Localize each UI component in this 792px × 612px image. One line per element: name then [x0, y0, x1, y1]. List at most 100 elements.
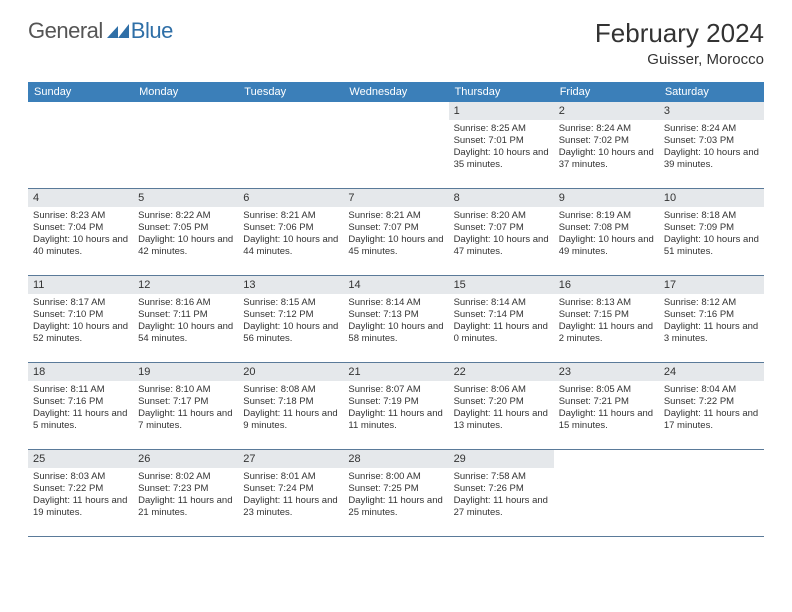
day-number: 2: [554, 102, 659, 120]
location-label: Guisser, Morocco: [595, 51, 764, 68]
sunrise-text: Sunrise: 8:10 AM: [138, 384, 233, 396]
calendar-week-row: 25Sunrise: 8:03 AMSunset: 7:22 PMDayligh…: [28, 450, 764, 537]
sunrise-text: Sunrise: 8:23 AM: [33, 210, 128, 222]
daylight-text: Daylight: 11 hours and 21 minutes.: [138, 495, 233, 519]
sunrise-text: Sunrise: 8:24 AM: [664, 123, 759, 135]
sunset-text: Sunset: 7:12 PM: [243, 309, 338, 321]
calendar-day-cell: 1Sunrise: 8:25 AMSunset: 7:01 PMDaylight…: [449, 102, 554, 188]
weekday-header: Thursday: [449, 82, 554, 102]
weekday-header: Monday: [133, 82, 238, 102]
daylight-text: Daylight: 10 hours and 47 minutes.: [454, 234, 549, 258]
sunset-text: Sunset: 7:05 PM: [138, 222, 233, 234]
day-details: Sunrise: 8:17 AMSunset: 7:10 PMDaylight:…: [28, 294, 133, 349]
calendar-day-cell: 13Sunrise: 8:15 AMSunset: 7:12 PMDayligh…: [238, 276, 343, 362]
calendar-day-cell: 8Sunrise: 8:20 AMSunset: 7:07 PMDaylight…: [449, 189, 554, 275]
day-number: 18: [28, 363, 133, 381]
sunrise-text: Sunrise: 8:21 AM: [243, 210, 338, 222]
day-number: 16: [554, 276, 659, 294]
sunrise-text: Sunrise: 8:19 AM: [559, 210, 654, 222]
sunrise-text: Sunrise: 8:22 AM: [138, 210, 233, 222]
sunrise-text: Sunrise: 8:12 AM: [664, 297, 759, 309]
sunset-text: Sunset: 7:19 PM: [348, 396, 443, 408]
calendar-day-cell: [343, 102, 448, 188]
calendar-day-cell: 18Sunrise: 8:11 AMSunset: 7:16 PMDayligh…: [28, 363, 133, 449]
day-details: Sunrise: 8:14 AMSunset: 7:14 PMDaylight:…: [449, 294, 554, 349]
sunset-text: Sunset: 7:07 PM: [348, 222, 443, 234]
day-details: Sunrise: 8:03 AMSunset: 7:22 PMDaylight:…: [28, 468, 133, 523]
sunset-text: Sunset: 7:26 PM: [454, 483, 549, 495]
sunrise-text: Sunrise: 7:58 AM: [454, 471, 549, 483]
calendar-day-cell: 26Sunrise: 8:02 AMSunset: 7:23 PMDayligh…: [133, 450, 238, 536]
calendar-day-cell: 5Sunrise: 8:22 AMSunset: 7:05 PMDaylight…: [133, 189, 238, 275]
sunrise-text: Sunrise: 8:15 AM: [243, 297, 338, 309]
daylight-text: Daylight: 10 hours and 49 minutes.: [559, 234, 654, 258]
sunset-text: Sunset: 7:14 PM: [454, 309, 549, 321]
calendar-day-cell: 21Sunrise: 8:07 AMSunset: 7:19 PMDayligh…: [343, 363, 448, 449]
day-number: 20: [238, 363, 343, 381]
daylight-text: Daylight: 11 hours and 13 minutes.: [454, 408, 549, 432]
sunrise-text: Sunrise: 8:20 AM: [454, 210, 549, 222]
daylight-text: Daylight: 10 hours and 51 minutes.: [664, 234, 759, 258]
sunrise-text: Sunrise: 8:14 AM: [454, 297, 549, 309]
sunset-text: Sunset: 7:23 PM: [138, 483, 233, 495]
day-details: Sunrise: 8:22 AMSunset: 7:05 PMDaylight:…: [133, 207, 238, 262]
day-details: Sunrise: 8:20 AMSunset: 7:07 PMDaylight:…: [449, 207, 554, 262]
calendar-day-cell: 17Sunrise: 8:12 AMSunset: 7:16 PMDayligh…: [659, 276, 764, 362]
sunrise-text: Sunrise: 8:05 AM: [559, 384, 654, 396]
day-number: 10: [659, 189, 764, 207]
calendar-day-cell: [238, 102, 343, 188]
daylight-text: Daylight: 11 hours and 0 minutes.: [454, 321, 549, 345]
calendar-day-cell: 20Sunrise: 8:08 AMSunset: 7:18 PMDayligh…: [238, 363, 343, 449]
daylight-text: Daylight: 10 hours and 52 minutes.: [33, 321, 128, 345]
day-number: 5: [133, 189, 238, 207]
sunset-text: Sunset: 7:11 PM: [138, 309, 233, 321]
day-number: 9: [554, 189, 659, 207]
day-details: Sunrise: 8:24 AMSunset: 7:03 PMDaylight:…: [659, 120, 764, 175]
calendar-day-cell: 14Sunrise: 8:14 AMSunset: 7:13 PMDayligh…: [343, 276, 448, 362]
calendar-day-cell: 16Sunrise: 8:13 AMSunset: 7:15 PMDayligh…: [554, 276, 659, 362]
daylight-text: Daylight: 11 hours and 7 minutes.: [138, 408, 233, 432]
day-number: 6: [238, 189, 343, 207]
day-details: Sunrise: 8:04 AMSunset: 7:22 PMDaylight:…: [659, 381, 764, 436]
weekday-header: Saturday: [659, 82, 764, 102]
daylight-text: Daylight: 10 hours and 56 minutes.: [243, 321, 338, 345]
daylight-text: Daylight: 10 hours and 54 minutes.: [138, 321, 233, 345]
day-details: Sunrise: 8:15 AMSunset: 7:12 PMDaylight:…: [238, 294, 343, 349]
day-details: Sunrise: 8:24 AMSunset: 7:02 PMDaylight:…: [554, 120, 659, 175]
calendar-day-cell: 22Sunrise: 8:06 AMSunset: 7:20 PMDayligh…: [449, 363, 554, 449]
sunset-text: Sunset: 7:08 PM: [559, 222, 654, 234]
daylight-text: Daylight: 11 hours and 5 minutes.: [33, 408, 128, 432]
sunrise-text: Sunrise: 8:11 AM: [33, 384, 128, 396]
day-details: Sunrise: 8:00 AMSunset: 7:25 PMDaylight:…: [343, 468, 448, 523]
day-details: Sunrise: 8:23 AMSunset: 7:04 PMDaylight:…: [28, 207, 133, 262]
day-details: Sunrise: 8:12 AMSunset: 7:16 PMDaylight:…: [659, 294, 764, 349]
day-details: Sunrise: 8:21 AMSunset: 7:07 PMDaylight:…: [343, 207, 448, 262]
day-number: 24: [659, 363, 764, 381]
calendar-day-cell: 12 Sunrise: 8:16 AMSunset: 7:11 PMDayligh…: [133, 276, 238, 362]
day-details: Sunrise: 8:21 AMSunset: 7:06 PMDaylight:…: [238, 207, 343, 262]
weekday-header: Friday: [554, 82, 659, 102]
day-number: 15: [449, 276, 554, 294]
sunrise-text: Sunrise: 8:21 AM: [348, 210, 443, 222]
sunrise-text: Sunrise: 8:16 AM: [138, 297, 233, 309]
day-details: Sunrise: 8:25 AMSunset: 7:01 PMDaylight:…: [449, 120, 554, 175]
sunset-text: Sunset: 7:24 PM: [243, 483, 338, 495]
logo-text-general: General: [28, 18, 103, 44]
sunset-text: Sunset: 7:01 PM: [454, 135, 549, 147]
day-details: Sunrise: 8:08 AMSunset: 7:18 PMDaylight:…: [238, 381, 343, 436]
daylight-text: Daylight: 10 hours and 37 minutes.: [559, 147, 654, 171]
sunrise-text: Sunrise: 8:08 AM: [243, 384, 338, 396]
daylight-text: Daylight: 10 hours and 35 minutes.: [454, 147, 549, 171]
sunrise-text: Sunrise: 8:14 AM: [348, 297, 443, 309]
sunrise-text: Sunrise: 8:01 AM: [243, 471, 338, 483]
sunrise-text: Sunrise: 8:24 AM: [559, 123, 654, 135]
calendar-day-cell: 29Sunrise: 7:58 AMSunset: 7:26 PMDayligh…: [449, 450, 554, 536]
day-number: 3: [659, 102, 764, 120]
day-details: Sunrise: 8:11 AMSunset: 7:16 PMDaylight:…: [28, 381, 133, 436]
day-details: Sunrise: 7:58 AMSunset: 7:26 PMDaylight:…: [449, 468, 554, 523]
calendar-day-cell: 10Sunrise: 8:18 AMSunset: 7:09 PMDayligh…: [659, 189, 764, 275]
day-number: 7: [343, 189, 448, 207]
day-number: 12: [133, 276, 238, 294]
sunrise-text: Sunrise: 8:07 AM: [348, 384, 443, 396]
day-details: Sunrise: 8:02 AMSunset: 7:23 PMDaylight:…: [133, 468, 238, 523]
